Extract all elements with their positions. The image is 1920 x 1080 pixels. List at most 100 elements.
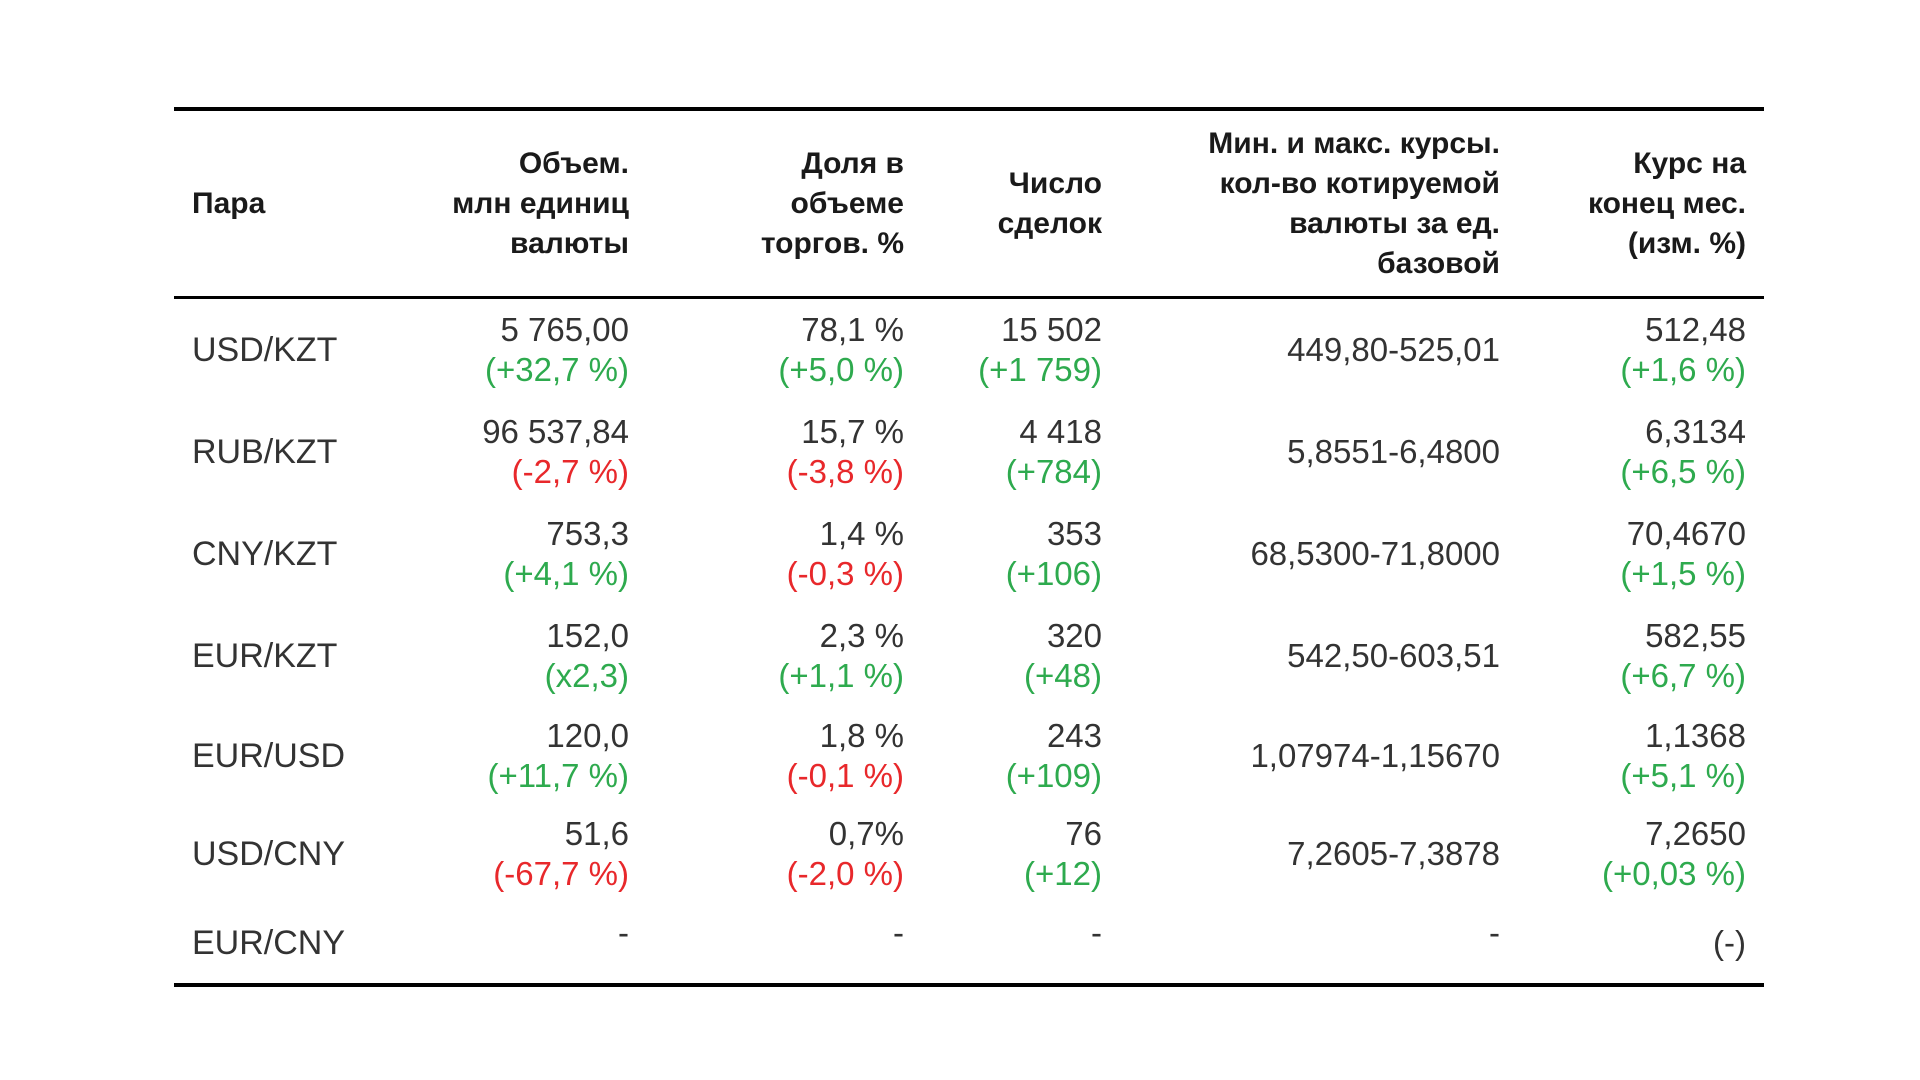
volume-value: -	[618, 914, 629, 951]
table-header-rule	[174, 296, 1764, 299]
volume-value: 5 765,00	[500, 311, 629, 348]
header-close: Курс на конец мес. (изм. %)	[1587, 146, 1746, 260]
volume-change: (+11,7 %)	[487, 757, 629, 794]
close-cell: 1,1368 (+5,1 %)	[1500, 716, 1746, 796]
close-cell: (-)	[1500, 923, 1746, 963]
deals-cell: 243 (+109)	[904, 716, 1102, 796]
close-value: 6,3134	[1645, 413, 1746, 450]
share-change: (+5,0 %)	[778, 351, 904, 388]
table-row: EUR/CNY - - - - (-)	[174, 903, 1764, 983]
deals-change: (+784)	[1005, 453, 1102, 490]
close-change: (+1,6 %)	[1620, 351, 1746, 388]
table-bottom-rule	[174, 983, 1764, 987]
deals-value: 4 418	[1019, 413, 1102, 450]
volume-value: 152,0	[546, 617, 629, 654]
volume-cell: 51,6 (-67,7 %)	[389, 814, 629, 894]
share-cell: 1,4 % (-0,3 %)	[629, 514, 904, 594]
volume-cell: 753,3 (+4,1 %)	[389, 514, 629, 594]
close-cell: 7,2650 (+0,03 %)	[1500, 814, 1746, 894]
deals-cell: 76 (+12)	[904, 814, 1102, 894]
share-cell: 2,3 % (+1,1 %)	[629, 616, 904, 696]
range-cell: 1,07974-1,15670	[1250, 737, 1500, 774]
volume-change: (+32,7 %)	[485, 351, 629, 388]
table-row: EUR/KZT 152,0 (x2,3) 2,3 % (+1,1 %) 320 …	[174, 605, 1764, 707]
close-cell: 512,48 (+1,6 %)	[1500, 310, 1746, 390]
close-cell: 70,4670 (+1,5 %)	[1500, 514, 1746, 594]
deals-change: (+1 759)	[978, 351, 1102, 388]
volume-cell: 120,0 (+11,7 %)	[389, 716, 629, 796]
share-value: 1,8 %	[819, 717, 904, 754]
table-row: RUB/KZT 96 537,84 (-2,7 %) 15,7 % (-3,8 …	[174, 401, 1764, 503]
deals-value: 353	[1046, 515, 1102, 552]
volume-cell: 152,0 (x2,3)	[389, 616, 629, 696]
header-range: Мин. и макс. курсы. кол-во котируемой ва…	[1208, 126, 1500, 280]
deals-change: (+106)	[1005, 555, 1102, 592]
close-change: (+5,1 %)	[1620, 757, 1746, 794]
range-cell: 7,2605-7,3878	[1287, 835, 1500, 872]
share-change: (-2,0 %)	[786, 855, 904, 892]
volume-cell: -	[389, 903, 629, 953]
deals-value: 76	[1065, 815, 1102, 852]
table-top-rule	[174, 107, 1764, 111]
close-value: 7,2650	[1645, 815, 1746, 852]
share-cell: 1,8 % (-0,1 %)	[629, 716, 904, 796]
table-row: USD/CNY 51,6 (-67,7 %) 0,7% (-2,0 %) 76 …	[174, 805, 1764, 903]
close-cell: 582,55 (+6,7 %)	[1500, 616, 1746, 696]
close-change: (+0,03 %)	[1602, 855, 1746, 892]
volume-change: (x2,3)	[544, 657, 629, 694]
deals-cell: 15 502 (+1 759)	[904, 310, 1102, 390]
deals-cell: 4 418 (+784)	[904, 412, 1102, 492]
pair-cell: USD/CNY	[192, 835, 346, 873]
pair-cell: EUR/USD	[192, 737, 346, 775]
range-cell: -	[1489, 914, 1500, 951]
table-row: EUR/USD 120,0 (+11,7 %) 1,8 % (-0,1 %) 2…	[174, 707, 1764, 805]
pair-cell: CNY/KZT	[192, 535, 338, 573]
volume-cell: 5 765,00 (+32,7 %)	[389, 310, 629, 390]
share-value: 2,3 %	[819, 617, 904, 654]
share-change: (-0,1 %)	[786, 757, 904, 794]
share-change: (-0,3 %)	[786, 555, 904, 592]
volume-value: 753,3	[546, 515, 629, 552]
share-cell: 0,7% (-2,0 %)	[629, 814, 904, 894]
currency-pairs-table: Пара Объем. млн единиц валюты Доля в объ…	[174, 107, 1764, 987]
close-value: 1,1368	[1645, 717, 1746, 754]
table-header-row: Пара Объем. млн единиц валюты Доля в объ…	[174, 111, 1764, 296]
share-value: -	[893, 914, 904, 951]
close-change: (+6,5 %)	[1620, 453, 1746, 490]
header-share: Доля в объеме торгов. %	[760, 146, 904, 260]
deals-value: 320	[1046, 617, 1102, 654]
deals-value: -	[1091, 914, 1102, 951]
deals-value: 243	[1046, 717, 1102, 754]
header-volume: Объем. млн единиц валюты	[452, 146, 629, 260]
range-cell: 68,5300-71,8000	[1250, 535, 1500, 572]
close-value: 70,4670	[1626, 515, 1746, 552]
deals-change: (+12)	[1024, 855, 1102, 892]
volume-change: (+4,1 %)	[503, 555, 629, 592]
share-value: 78,1 %	[801, 311, 904, 348]
deals-change: (+109)	[1005, 757, 1102, 794]
share-change: (+1,1 %)	[778, 657, 904, 694]
range-cell: 542,50-603,51	[1287, 637, 1500, 674]
close-change: (+1,5 %)	[1620, 555, 1746, 592]
volume-cell: 96 537,84 (-2,7 %)	[389, 412, 629, 492]
close-value: (-)	[1713, 924, 1746, 961]
close-cell: 6,3134 (+6,5 %)	[1500, 412, 1746, 492]
volume-change: (-67,7 %)	[493, 855, 629, 892]
range-cell: 5,8551-6,4800	[1287, 433, 1500, 470]
deals-cell: 320 (+48)	[904, 616, 1102, 696]
share-value: 0,7%	[828, 815, 904, 852]
volume-change: (-2,7 %)	[511, 453, 629, 490]
share-cell: 78,1 % (+5,0 %)	[629, 310, 904, 390]
pair-cell: EUR/KZT	[192, 637, 338, 675]
close-value: 512,48	[1645, 311, 1746, 348]
share-value: 15,7 %	[801, 413, 904, 450]
close-value: 582,55	[1645, 617, 1746, 654]
share-value: 1,4 %	[819, 515, 904, 552]
deals-cell: 353 (+106)	[904, 514, 1102, 594]
header-deals: Число сделок	[997, 166, 1102, 240]
share-change: (-3,8 %)	[786, 453, 904, 490]
deals-change: (+48)	[1024, 657, 1102, 694]
share-cell: -	[629, 903, 904, 953]
close-change: (+6,7 %)	[1620, 657, 1746, 694]
volume-value: 51,6	[564, 815, 629, 852]
